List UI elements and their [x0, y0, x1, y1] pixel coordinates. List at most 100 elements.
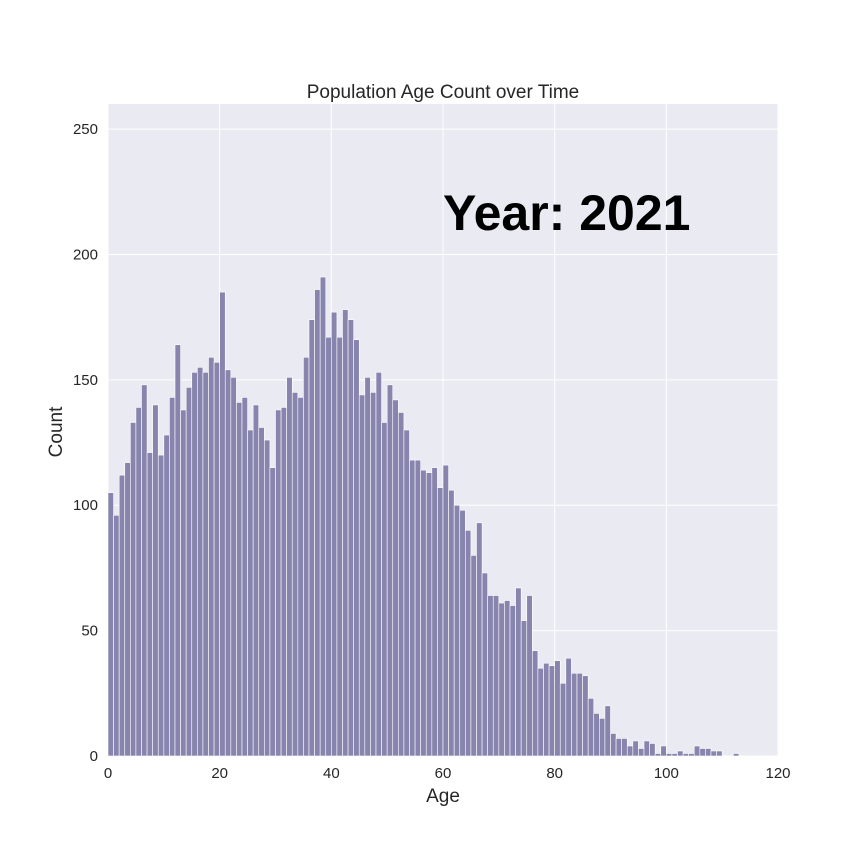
histogram-bar: [571, 672, 578, 757]
histogram-bar: [314, 289, 321, 757]
histogram-bar: [403, 429, 410, 757]
y-axis-label: Count: [46, 406, 67, 457]
x-axis-label: Age: [426, 786, 460, 807]
histogram-bar: [498, 602, 505, 757]
histogram-bar: [258, 427, 265, 757]
histogram-bar: [124, 462, 131, 757]
y-tick-label: 200: [73, 246, 98, 263]
histogram-bar: [470, 555, 477, 757]
histogram-bar: [224, 369, 232, 757]
histogram-bar: [437, 487, 444, 757]
histogram-bar: [621, 738, 628, 757]
histogram-bar: [370, 392, 377, 757]
histogram-bar: [481, 572, 488, 757]
x-tick-label: 100: [654, 765, 679, 782]
histogram-bar: [688, 753, 695, 757]
histogram-bar: [431, 467, 438, 757]
histogram-bar: [392, 399, 399, 757]
histogram-bar: [174, 344, 181, 757]
histogram-bar: [716, 750, 723, 757]
y-tick-label: 50: [81, 623, 98, 640]
histogram-bar: [576, 672, 583, 757]
histogram-bar: [710, 750, 717, 757]
histogram-bar: [666, 753, 673, 757]
histogram-bar: [509, 605, 516, 757]
histogram-bar: [252, 404, 260, 757]
histogram-bar: [582, 675, 589, 757]
histogram-bar: [465, 530, 472, 757]
chart-title: Population Age Count over Time: [307, 82, 580, 103]
histogram-bar: [599, 718, 606, 757]
histogram-bar: [135, 407, 142, 757]
histogram-bar: [230, 377, 237, 757]
histogram-bar: [699, 748, 706, 757]
histogram-bar: [677, 750, 684, 757]
histogram-bar: [319, 276, 327, 757]
histogram-bar: [593, 713, 600, 757]
histogram-bar: [191, 372, 198, 757]
histogram-bar: [264, 439, 271, 757]
histogram-bar: [654, 753, 662, 757]
y-axis-ticks: 0 50 100 150 200 250: [73, 121, 98, 765]
histogram-bar: [152, 404, 159, 757]
histogram-bar: [554, 660, 561, 757]
histogram-bar: [671, 753, 678, 757]
histogram-bar: [504, 600, 511, 757]
histogram-bar: [157, 454, 165, 757]
histogram-bar: [113, 514, 120, 757]
histogram-bar: [632, 740, 639, 757]
histogram-bar: [280, 407, 287, 757]
histogram-bars: [107, 276, 740, 757]
histogram-bar: [520, 620, 528, 757]
histogram-bar: [604, 705, 611, 757]
histogram-bar: [492, 595, 500, 757]
histogram-bar: [353, 339, 360, 757]
x-tick-label: 0: [104, 765, 112, 782]
histogram-bar: [185, 387, 193, 757]
histogram-bar: [705, 748, 712, 757]
histogram-bar: [381, 422, 388, 757]
x-axis-ticks: 0 20 40 60 80 100 120: [104, 765, 791, 782]
histogram-bar: [442, 464, 449, 757]
histogram-bar: [342, 309, 349, 757]
histogram-bar: [649, 743, 656, 757]
histogram-bar: [297, 397, 304, 757]
histogram-bar: [286, 377, 293, 757]
histogram-bar: [537, 667, 544, 757]
histogram-bar: [532, 650, 539, 757]
histogram-bar: [543, 662, 550, 757]
histogram-bar: [269, 467, 276, 757]
histogram-bar: [364, 377, 371, 757]
histogram-bar: [180, 409, 187, 757]
histogram-bar: [398, 412, 405, 757]
histogram-bar: [425, 472, 433, 757]
histogram-bar: [325, 336, 332, 757]
x-tick-label: 80: [546, 765, 563, 782]
histogram-bar: [693, 745, 701, 757]
histogram-bar: [515, 587, 522, 757]
histogram-bar: [682, 753, 689, 757]
histogram-bar: [146, 452, 153, 757]
histogram-bar: [308, 319, 315, 757]
histogram-bar: [358, 394, 366, 757]
histogram-bar: [414, 459, 421, 757]
histogram-bar: [303, 356, 310, 757]
histogram-bar: [141, 384, 148, 757]
histogram-bar: [420, 469, 427, 757]
histogram-bar: [660, 745, 667, 757]
histogram-bar: [247, 429, 254, 757]
x-tick-label: 120: [765, 765, 790, 782]
y-tick-label: 250: [73, 121, 98, 138]
histogram-bar: [476, 522, 483, 757]
histogram-bar: [386, 384, 394, 757]
histogram-bar: [733, 753, 740, 757]
histogram-bar: [638, 748, 645, 757]
histogram-bar: [336, 336, 343, 757]
histogram-bar: [241, 397, 248, 757]
histogram-bar: [163, 434, 170, 757]
histogram-bar: [197, 367, 204, 757]
histogram-bar: [587, 698, 595, 757]
histogram-bar: [610, 733, 617, 757]
x-tick-label: 20: [211, 765, 228, 782]
